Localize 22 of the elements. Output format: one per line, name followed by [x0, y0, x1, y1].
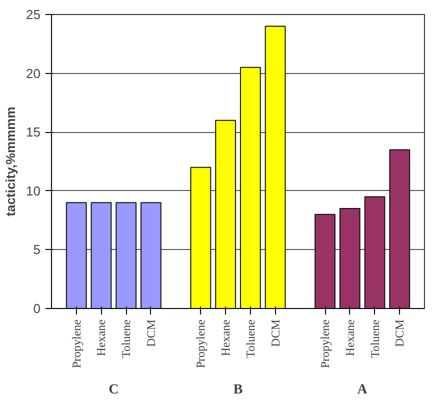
text: Toluene	[243, 319, 258, 358]
y-tick-label: 5	[33, 242, 41, 258]
y-tick-label: 25	[26, 7, 41, 22]
y-axis-title: tacticity,%mmmm	[3, 106, 18, 216]
x-tick-label: A	[357, 382, 368, 398]
text: Toluene	[119, 319, 134, 358]
x-tick-label: B	[233, 382, 243, 398]
text: DCM	[392, 319, 407, 347]
text: Propylene	[318, 320, 332, 368]
y-tick-label: 15	[26, 124, 41, 140]
text: Propylene	[194, 320, 208, 368]
text: Propylene	[69, 320, 84, 368]
y-tick-label: 10	[26, 183, 41, 198]
text: Hexane	[94, 319, 108, 356]
y-tick-label: 20	[26, 66, 41, 81]
x-tick-label: C	[108, 382, 119, 398]
text: DCM	[144, 319, 158, 347]
text: Hexane	[218, 319, 233, 356]
text: Toluene	[368, 319, 382, 358]
text: DCM	[268, 319, 282, 347]
y-tick-label: 0	[33, 301, 41, 316]
text: Hexane	[342, 319, 357, 356]
